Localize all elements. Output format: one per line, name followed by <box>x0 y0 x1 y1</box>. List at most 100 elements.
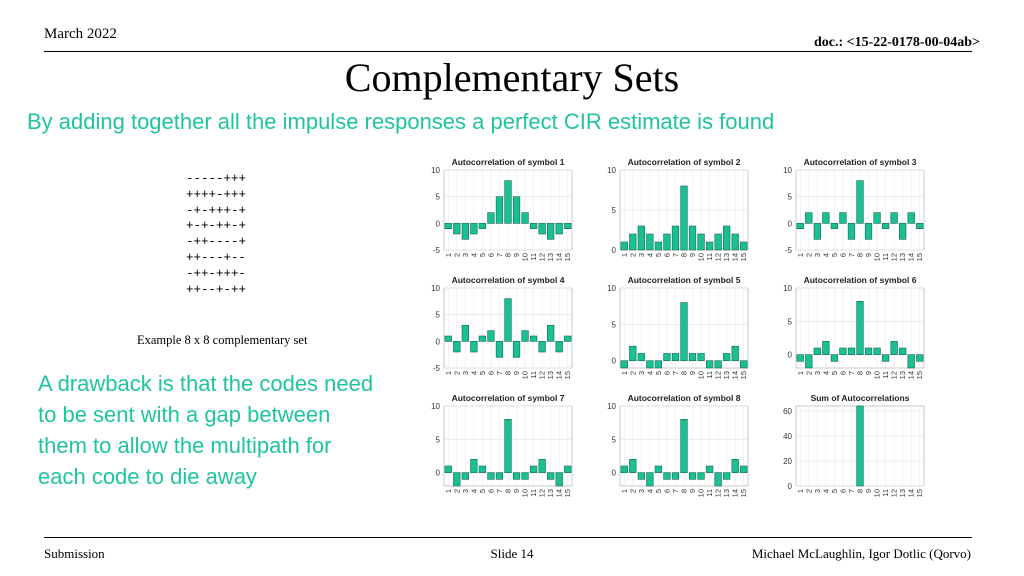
x-tick-label: 6 <box>838 489 847 493</box>
code-row: -++-+++- <box>186 266 247 281</box>
bar <box>538 223 546 235</box>
x-tick-label: 9 <box>688 371 697 375</box>
x-tick-label: 5 <box>830 371 839 375</box>
x-tick-label: 14 <box>907 253 916 261</box>
code-row: ++++-+++ <box>186 187 247 202</box>
y-tick-label: 10 <box>607 166 616 175</box>
y-tick-label: 10 <box>783 284 792 293</box>
x-tick-label: 11 <box>529 371 538 379</box>
x-tick-label: 11 <box>881 489 890 497</box>
bar <box>680 302 688 362</box>
bar <box>538 459 546 473</box>
x-tick-label: 14 <box>731 253 740 261</box>
y-tick-label: 10 <box>607 402 616 411</box>
x-tick-label: 10 <box>521 253 530 261</box>
bar <box>512 472 521 480</box>
bar <box>620 360 628 369</box>
x-tick-label: 7 <box>495 371 504 375</box>
x-tick-label: 2 <box>452 253 461 257</box>
x-tick-label: 9 <box>512 253 521 257</box>
bar <box>731 345 739 362</box>
x-tick-label: 3 <box>637 253 646 257</box>
footer-authors: Michael McLaughlin, Igor Dotlic (Qorvo) <box>751 546 971 561</box>
bar <box>654 465 663 473</box>
slide-title: Complementary Sets <box>344 55 680 100</box>
x-tick-label: 11 <box>881 371 890 379</box>
chart-title: Autocorrelation of symbol 7 <box>452 393 565 403</box>
bar <box>461 325 469 342</box>
x-tick-label: 1 <box>620 371 629 375</box>
x-tick-label: 4 <box>645 253 654 257</box>
x-tick-label: 10 <box>873 371 882 379</box>
x-tick-label: 6 <box>662 489 671 493</box>
bar <box>697 472 705 480</box>
bar <box>504 419 512 473</box>
bar <box>688 225 697 251</box>
x-tick-label: 4 <box>469 489 478 493</box>
bar <box>529 223 538 229</box>
bar <box>680 185 688 251</box>
bar <box>646 360 654 369</box>
x-tick-label: 10 <box>873 253 882 261</box>
bar <box>723 472 731 480</box>
y-tick-label: 10 <box>431 166 440 175</box>
bar <box>629 233 637 251</box>
code-row: -++----+ <box>186 235 247 250</box>
chart-title: Autocorrelation of symbol 6 <box>804 275 917 285</box>
x-tick-label: 1 <box>796 371 805 375</box>
x-tick-label: 7 <box>671 371 680 375</box>
bar <box>478 465 487 473</box>
x-tick-label: 2 <box>804 489 813 493</box>
x-tick-label: 14 <box>555 253 564 261</box>
x-tick-label: 10 <box>521 371 530 379</box>
bar <box>461 223 469 240</box>
bar <box>620 465 628 473</box>
bar <box>453 341 461 353</box>
y-tick-label: 0 <box>788 482 793 491</box>
y-tick-label: 10 <box>783 166 792 175</box>
bar <box>564 335 572 342</box>
bar <box>495 196 504 224</box>
x-tick-label: 6 <box>486 489 495 493</box>
x-tick-label: 1 <box>796 253 805 257</box>
bar <box>555 341 563 353</box>
x-tick-label: 12 <box>714 253 723 261</box>
x-tick-label: 8 <box>680 489 689 493</box>
bar <box>830 354 839 362</box>
bar <box>680 419 688 473</box>
code-row: ++--+-++ <box>186 282 247 297</box>
x-tick-label: 11 <box>881 253 890 261</box>
complementary-set-caption: Example 8 x 8 complementary set <box>137 333 308 347</box>
y-tick-label: 0 <box>788 351 793 360</box>
x-tick-label: 13 <box>898 371 907 379</box>
code-row: +-+-++-+ <box>186 219 247 234</box>
bar <box>873 212 881 224</box>
x-tick-label: 15 <box>563 371 572 379</box>
x-tick-label: 9 <box>864 489 873 493</box>
bar <box>881 223 890 229</box>
bar <box>453 472 461 487</box>
bar <box>839 212 847 224</box>
bar <box>705 465 714 473</box>
x-tick-label: 2 <box>452 489 461 493</box>
bar <box>461 472 469 480</box>
bar <box>740 241 748 251</box>
x-tick-label: 6 <box>486 253 495 257</box>
bar <box>487 212 495 224</box>
y-tick-label: 5 <box>788 317 793 326</box>
x-tick-label: 14 <box>731 489 740 497</box>
x-tick-label: 14 <box>731 371 740 379</box>
bar <box>547 325 555 342</box>
bar <box>890 341 898 355</box>
x-tick-label: 7 <box>847 253 856 257</box>
bar <box>796 223 804 229</box>
bar <box>470 341 478 353</box>
x-tick-label: 8 <box>856 489 865 493</box>
x-tick-label: 7 <box>671 489 680 493</box>
x-tick-label: 3 <box>813 371 822 375</box>
x-tick-label: 4 <box>645 489 654 493</box>
x-tick-label: 10 <box>697 489 706 497</box>
x-tick-label: 8 <box>856 253 865 257</box>
x-tick-label: 3 <box>461 371 470 375</box>
